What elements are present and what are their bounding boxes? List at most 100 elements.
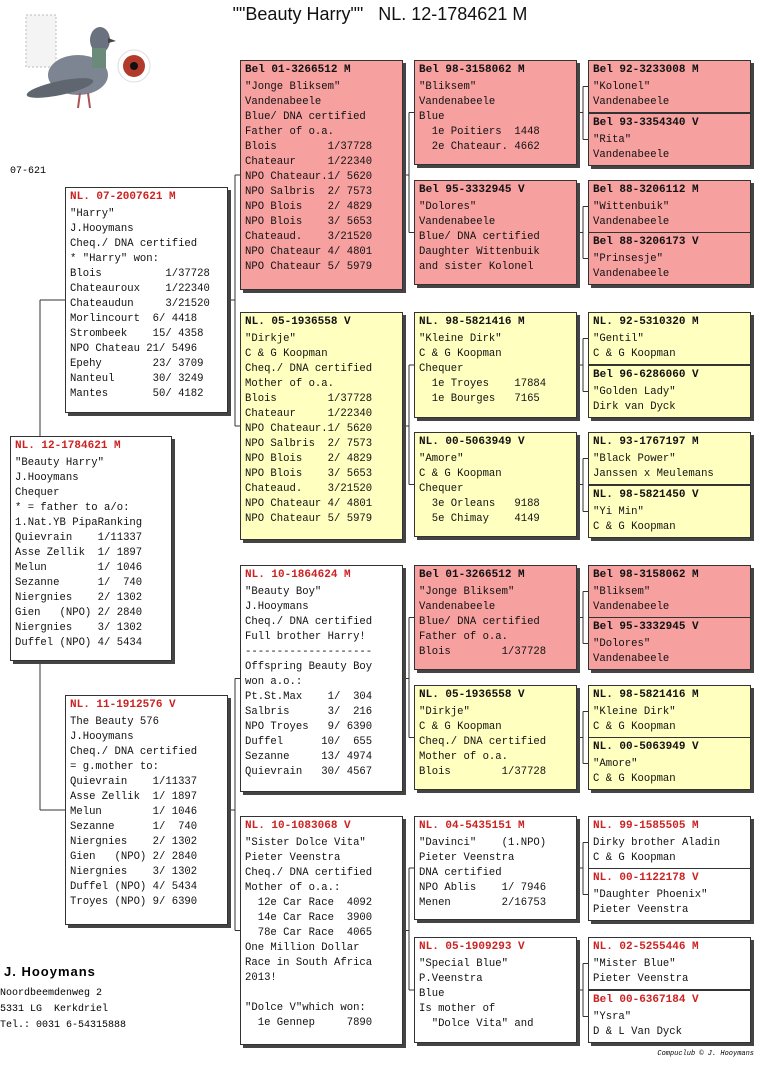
card-line: 12e Car Race 4092 [245,897,373,909]
card-line: 2e Chateaur. 4662 [419,141,540,153]
card-line: NPO Chateaur.1/ 5620 [245,171,373,183]
card-line: J.Hooymans [15,472,79,484]
ring-number: Bel 92-3233008 M [593,64,699,76]
card-line: 1e Gennep 7890 [245,1017,373,1029]
card-line: Chequer [419,363,464,375]
card-line: "Bliksem" [419,81,477,93]
card-line: J.Hooymans [70,223,134,235]
photo-label [25,14,57,68]
ring-number: NL. 00-5063949 V [593,741,699,753]
card-line: 14e Car Race 3900 [245,912,373,924]
breeder-name: J. Hooymans [4,964,96,979]
pedigree-card: NL. 10-1083068 V "Sister Dolce Vita" Piete… [240,816,403,1045]
pedigree-card: Bel 93-3354340 V "Rita" Vandenabeele [588,113,751,166]
card-line: "Yi Min" [593,506,644,518]
ring-number: NL. 05-1936558 V [245,316,351,328]
pedigree-card: Bel 96-6286060 V "Golden Lady" Dirk van Dy… [588,365,751,418]
pedigree-card: NL. 05-1909293 V "Special Blue" P.Veenstra… [414,937,577,1043]
ring-number: NL. 98-5821416 M [593,689,699,701]
card-line: "Beauty Boy" [245,586,322,598]
card-line: Cheq./ DNA certified [419,736,547,748]
card-line: "Dirkje" [419,706,470,718]
card-line: C & G Koopman [593,521,676,533]
pedigree-card: NL. 98-5821416 M "Kleine Dirk" C & G Koopm… [414,312,577,418]
card-line: Blois 1/37728 [245,393,373,405]
pigeon-photo [25,14,151,109]
card-line: C & G Koopman [419,348,502,360]
card-line: Menen 2/16753 [419,897,547,909]
pigeon-leg [87,92,91,109]
card-line: Blois 1/37728 [419,766,547,778]
card-line: "Bliksem" [593,586,651,598]
ring-number: NL. 02-5255446 M [593,941,699,953]
card-line: C & G Koopman [419,721,502,733]
pedigree-card: Bel 98-3158062 M "Bliksem" Vandenabeele [588,565,751,618]
card-line: "Kleine Dirk" [419,333,502,345]
address-line: Noordbeemdenweg 2 [0,988,103,999]
ring-number: Bel 88-3206112 M [593,184,699,196]
card-line: "Amore" [593,758,638,770]
card-line: J.Hooymans [245,601,309,613]
pedigree-card: Bel 98-3158062 M "Bliksem" Vandenabeele Blu… [414,60,577,165]
ring-number: Bel 96-6286060 V [593,369,699,381]
ring-number: NL. 04-5435151 M [419,820,525,832]
card-line: Chateaud. 3/21520 [245,483,373,495]
card-line: Chateauroux 1/22340 [70,283,210,295]
card-line: Gien (NPO) 2/ 2840 [70,851,198,863]
card-line: Father of o.a. [245,126,335,138]
card-line: NPO Blois 2/ 4829 [245,201,373,213]
card-line: "Dolores" [419,201,477,213]
card-line: 2013! [245,972,277,984]
card-line: Chateaur 1/22340 [245,408,373,420]
card-line: Vandenabeele [245,96,322,108]
card-line: "Ysra" [593,1011,632,1023]
card-line: Salbris 3/ 216 [245,706,373,718]
card-line: "Sister Dolce Vita" [245,837,366,849]
card-line: Mother of o.a. [245,378,335,390]
address-line: 5331 LG Kerkdriel [0,1004,109,1015]
card-line: "Prinsesje" [593,253,663,265]
card-line: Pieter Veenstra [593,973,689,985]
eye-pupil [130,62,138,70]
card-line: Nanteul 30/ 3249 [70,373,204,385]
card-line: Chateaudun 3/21520 [70,298,210,310]
card-line: * = father to a/o: [15,502,130,514]
card-line: C & G Koopman [593,348,676,360]
page-title: ""Beauty Harry"" NL. 12-1784621 M [232,4,528,24]
card-line: Vandenabeele [419,216,496,228]
card-line: Mother of o.a.: [245,882,341,894]
card-line: "Wittenbuik" [593,201,670,213]
card-line: "Kolonel" [593,81,651,93]
card-line: 1e Poitiers 1448 [419,126,540,138]
note: 07-621 [10,166,47,177]
card-line: "Black Power" [593,453,676,465]
card-line: and sister Kolonel [419,261,534,273]
card-line: * "Harry" won: [70,253,160,265]
pedigree-card: NL. 12-1784621 M "Beauty Harry" J.Hooymans… [10,436,172,661]
card-line: Chateaur 1/22340 [245,156,373,168]
card-line: D & L Van Dyck [593,1026,683,1038]
ring-number: Bel 98-3158062 M [593,569,699,581]
card-line: C & G Koopman [593,721,676,733]
card-line: Niergnies 3/ 1302 [70,866,198,878]
card-line: Troyes (NPO) 9/ 6390 [70,896,198,908]
card-line: Father of o.a. [419,631,509,643]
pedigree-card: NL. 11-1912576 V The Beauty 576 J.Hooymans… [65,695,228,925]
card-line: "Golden Lady" [593,386,676,398]
ring-number: NL. 98-5821450 V [593,489,699,501]
pedigree-card: NL. 00-5063949 V "Amore" C & G Koopman [588,737,751,790]
pedigree-card: NL. 07-2007621 M "Harry" J.Hooymans Cheq./ … [65,187,228,413]
card-line: "Dolores" [593,638,651,650]
pigeon-neck [92,48,106,68]
card-line: "Jonge Bliksem" [419,586,515,598]
pedigree-card: NL. 93-1767197 M "Black Power" Janssen x M… [588,432,751,485]
card-line: "Dirkje" [245,333,296,345]
card-line: 3e Orleans 9188 [419,498,540,510]
card-line: Duffel (NPO) 4/ 5434 [15,637,143,649]
card-line: Pt.St.Max 1/ 304 [245,691,373,703]
card-line: The Beauty 576 [70,716,160,728]
card-line: Cheq./ DNA certified [245,363,373,375]
card-line: "Special Blue" [419,958,509,970]
card-line: "Dolce V"which won: [245,1002,366,1014]
